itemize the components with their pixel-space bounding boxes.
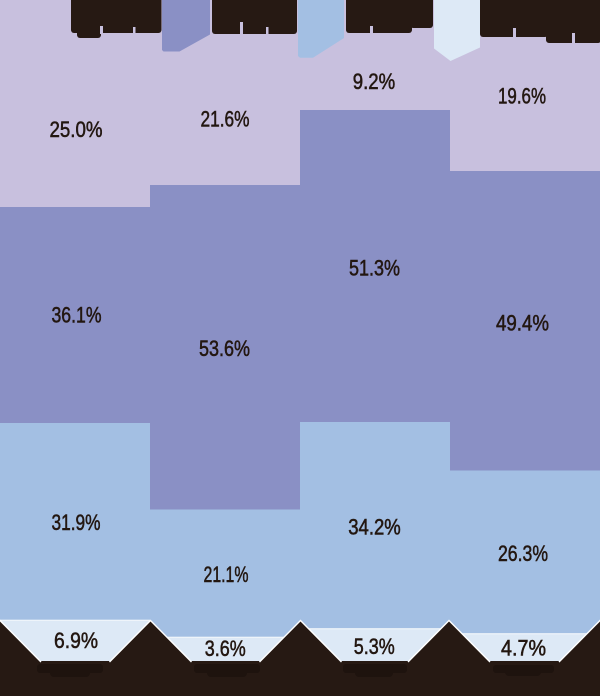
svg-text:31.9%: 31.9% xyxy=(52,510,101,535)
svg-text:9.2%: 9.2% xyxy=(353,69,396,94)
svg-text:53.6%: 53.6% xyxy=(199,336,250,361)
svg-text:6.9%: 6.9% xyxy=(54,628,98,653)
svg-text:51.3%: 51.3% xyxy=(349,256,400,281)
svg-text:19.6%: 19.6% xyxy=(498,84,546,109)
svg-text:26.3%: 26.3% xyxy=(498,541,548,566)
svg-text:3.6%: 3.6% xyxy=(205,636,246,661)
svg-text:49.4%: 49.4% xyxy=(496,311,549,336)
svg-text:21.1%: 21.1% xyxy=(204,562,249,587)
svg-text:5.3%: 5.3% xyxy=(354,634,395,659)
svg-text:25.0%: 25.0% xyxy=(50,117,103,142)
svg-text:34.2%: 34.2% xyxy=(348,515,401,540)
svg-text:21.6%: 21.6% xyxy=(201,107,250,132)
svg-text:4.7%: 4.7% xyxy=(501,635,546,660)
svg-text:36.1%: 36.1% xyxy=(52,303,102,328)
